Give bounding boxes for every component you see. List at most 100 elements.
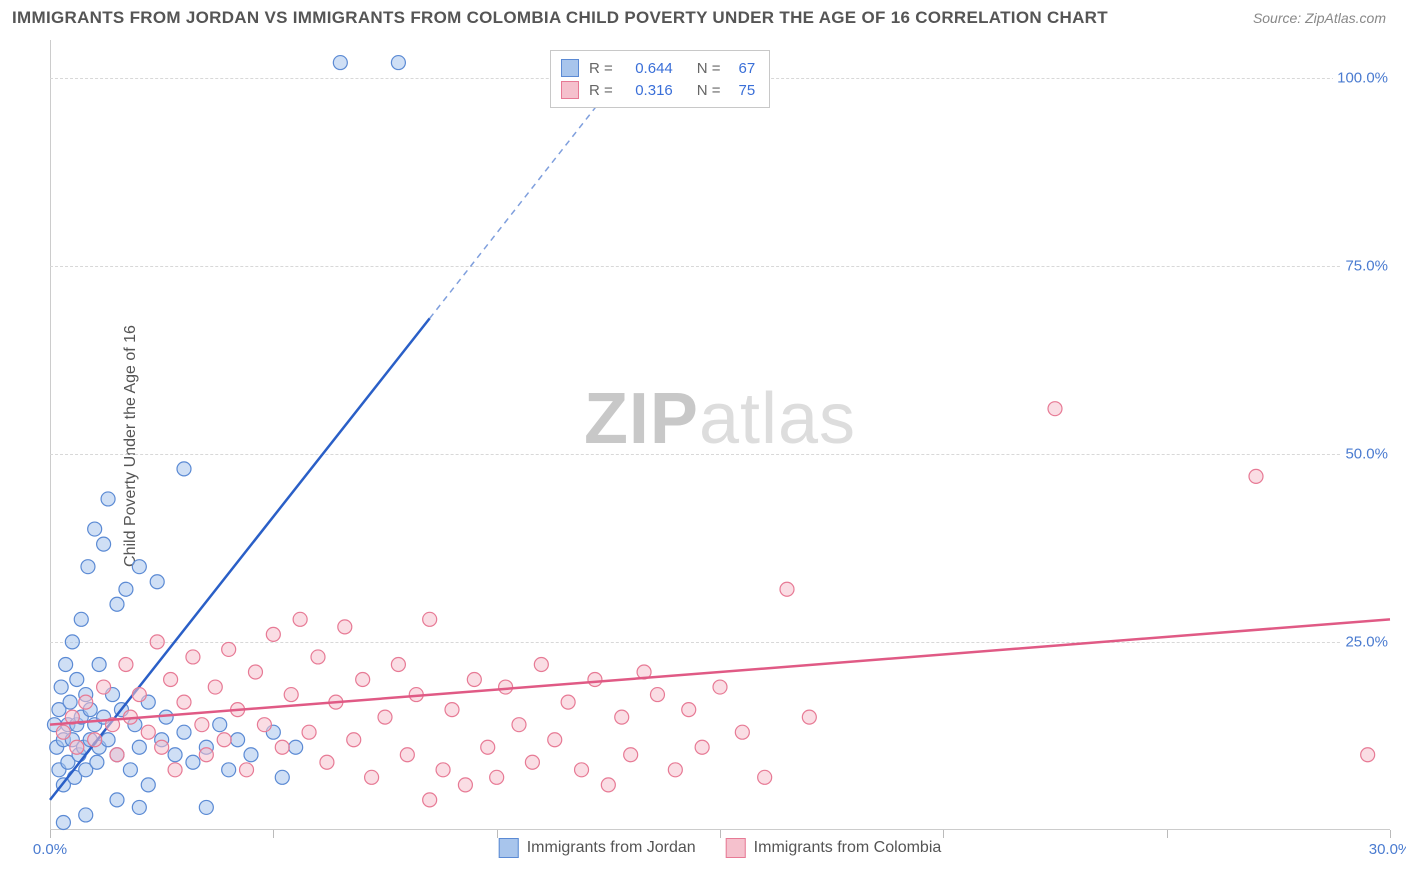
data-point xyxy=(400,748,414,762)
data-point xyxy=(695,740,709,754)
data-point xyxy=(186,755,200,769)
data-point xyxy=(231,733,245,747)
data-point xyxy=(101,492,115,506)
data-point xyxy=(284,688,298,702)
chart-title: IMMIGRANTS FROM JORDAN VS IMMIGRANTS FRO… xyxy=(12,8,1108,28)
x-tick xyxy=(720,830,721,838)
data-point xyxy=(1361,748,1375,762)
legend-swatch xyxy=(726,838,746,858)
data-point xyxy=(575,763,589,777)
data-point xyxy=(132,560,146,574)
scatter-svg xyxy=(50,40,1390,830)
data-point xyxy=(97,680,111,694)
data-point xyxy=(436,763,450,777)
data-point xyxy=(186,650,200,664)
data-point xyxy=(668,763,682,777)
data-point xyxy=(561,695,575,709)
data-point xyxy=(119,657,133,671)
data-point xyxy=(88,522,102,536)
data-point xyxy=(54,680,68,694)
data-point xyxy=(534,657,548,671)
data-point xyxy=(70,740,84,754)
stat-n-value: 67 xyxy=(739,60,756,77)
data-point xyxy=(155,740,169,754)
data-point xyxy=(79,808,93,822)
data-point xyxy=(56,725,70,739)
data-point xyxy=(391,56,405,70)
data-point xyxy=(177,462,191,476)
data-point xyxy=(110,748,124,762)
data-point xyxy=(88,733,102,747)
data-point xyxy=(333,56,347,70)
data-point xyxy=(525,755,539,769)
data-point xyxy=(110,793,124,807)
stat-n-value: 75 xyxy=(739,82,756,99)
data-point xyxy=(132,800,146,814)
source-attribution: Source: ZipAtlas.com xyxy=(1253,10,1386,26)
data-point xyxy=(347,733,361,747)
data-point xyxy=(588,673,602,687)
data-point xyxy=(467,673,481,687)
data-point xyxy=(244,748,258,762)
data-point xyxy=(97,537,111,551)
data-point xyxy=(275,770,289,784)
legend-swatch xyxy=(499,838,519,858)
x-tick xyxy=(1390,830,1391,838)
data-point xyxy=(141,778,155,792)
data-point xyxy=(132,688,146,702)
data-point xyxy=(499,680,513,694)
legend-stats-row: R = 0.644N = 67 xyxy=(561,57,755,79)
data-point xyxy=(213,718,227,732)
data-point xyxy=(445,703,459,717)
x-tick xyxy=(273,830,274,838)
data-point xyxy=(713,680,727,694)
data-point xyxy=(338,620,352,634)
correlation-legend: R = 0.644N = 67R = 0.316N = 75 xyxy=(550,50,770,108)
stat-r-value: 0.316 xyxy=(623,82,673,99)
data-point xyxy=(682,703,696,717)
data-point xyxy=(92,657,106,671)
data-point xyxy=(79,695,93,709)
data-point xyxy=(1048,402,1062,416)
data-point xyxy=(70,673,84,687)
legend-item: Immigrants from Jordan xyxy=(499,838,696,858)
data-point xyxy=(248,665,262,679)
data-point xyxy=(199,800,213,814)
data-point xyxy=(65,635,79,649)
data-point xyxy=(217,733,231,747)
data-point xyxy=(423,612,437,626)
x-tick xyxy=(50,830,51,838)
data-point xyxy=(512,718,526,732)
x-tick-label: 30.0% xyxy=(1369,841,1406,858)
data-point xyxy=(320,755,334,769)
data-point xyxy=(141,725,155,739)
x-tick xyxy=(1167,830,1168,838)
data-point xyxy=(110,597,124,611)
data-point xyxy=(458,778,472,792)
data-point xyxy=(601,778,615,792)
data-point xyxy=(74,612,88,626)
data-point xyxy=(222,763,236,777)
data-point xyxy=(311,650,325,664)
data-point xyxy=(802,710,816,724)
legend-stats-row: R = 0.316N = 75 xyxy=(561,79,755,101)
data-point xyxy=(257,718,271,732)
data-point xyxy=(275,740,289,754)
x-tick-label: 0.0% xyxy=(33,841,67,858)
data-point xyxy=(168,748,182,762)
data-point xyxy=(119,582,133,596)
stat-r-value: 0.644 xyxy=(623,60,673,77)
series-legend: Immigrants from JordanImmigrants from Co… xyxy=(499,838,942,858)
stat-n-label: N = xyxy=(697,82,721,99)
data-point xyxy=(302,725,316,739)
data-point xyxy=(289,740,303,754)
data-point xyxy=(490,770,504,784)
data-point xyxy=(266,627,280,641)
data-point xyxy=(735,725,749,739)
data-point xyxy=(56,815,70,829)
data-point xyxy=(59,657,73,671)
legend-swatch xyxy=(561,81,579,99)
legend-label: Immigrants from Jordan xyxy=(527,839,696,857)
data-point xyxy=(423,793,437,807)
data-point xyxy=(101,733,115,747)
